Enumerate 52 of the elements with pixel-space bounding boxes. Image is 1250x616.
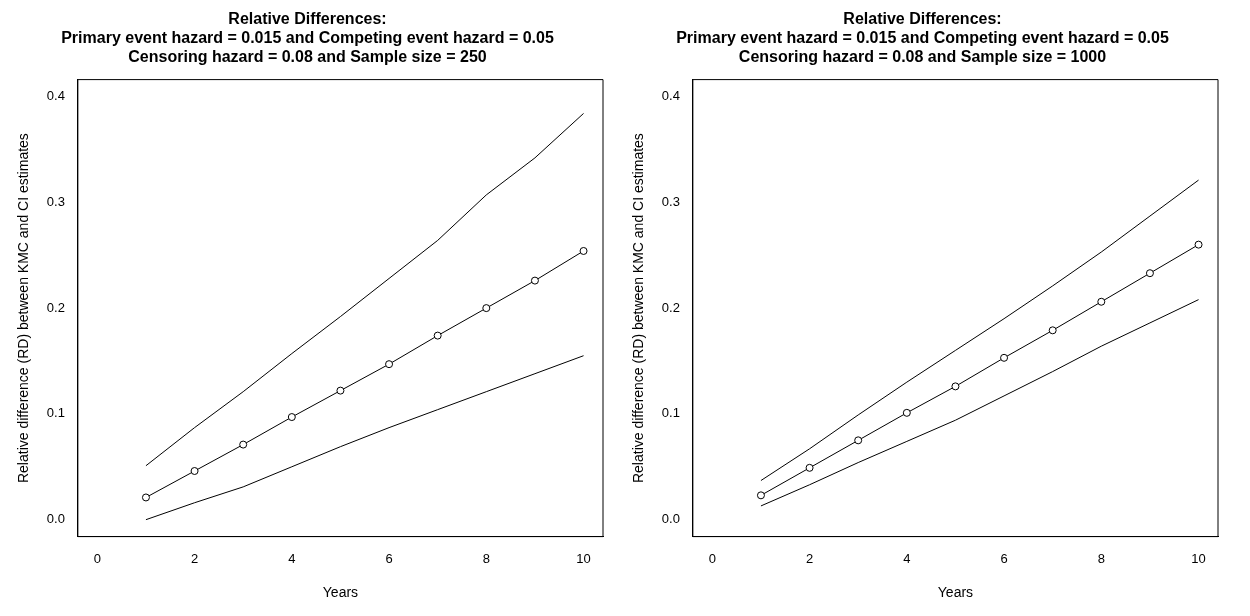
- y-tick-label: 0.1: [46, 405, 65, 421]
- y-tick-label: 0.0: [661, 511, 680, 527]
- y-tick-label: 0.4: [661, 88, 680, 104]
- point: [287, 413, 296, 422]
- point: [239, 440, 248, 449]
- y-tick-label: 0.2: [661, 299, 680, 315]
- point: [141, 493, 150, 502]
- point: [530, 276, 539, 285]
- y-tick-label: 0.0: [46, 511, 65, 527]
- text: Primary event hazard = 0.015 and Competing event hazard = 0.05: [61, 29, 554, 47]
- x-tick-label: 8: [482, 550, 490, 566]
- x-tick-label: 2: [190, 550, 199, 566]
- point: [1048, 326, 1057, 335]
- y-tick-label: 0.1: [661, 405, 680, 421]
- point: [385, 360, 394, 369]
- x-tick-label: 10: [576, 550, 591, 566]
- text: Relative Differences:: [228, 10, 387, 28]
- point: [482, 304, 491, 313]
- point: [756, 491, 765, 500]
- y-tick-label: 0.2: [46, 299, 65, 315]
- x-tick-label: 6: [385, 550, 393, 566]
- point: [902, 408, 911, 417]
- y-tick-label: 0.3: [661, 193, 680, 209]
- y-tick-label: 0.4: [46, 88, 65, 104]
- x-axis-title: Years: [937, 584, 974, 601]
- text: Relative Differences:: [843, 10, 1002, 28]
- x-tick-label: 0: [93, 550, 101, 566]
- y-tick-label: 0.3: [46, 193, 65, 209]
- x-tick-label: 8: [1097, 550, 1105, 566]
- point: [190, 467, 199, 476]
- point: [1194, 240, 1203, 249]
- x-tick-label: 10: [1191, 550, 1206, 566]
- x-tick-label: 0: [708, 550, 716, 566]
- y-axis-title: Relative difference (RD) between KMC and CI estimates: [15, 133, 32, 484]
- point: [1145, 269, 1154, 278]
- text: Primary event hazard = 0.015 and Competing event hazard = 0.05: [676, 29, 1169, 47]
- text: Censoring hazard = 0.08 and Sample size = 1000: [738, 48, 1107, 66]
- x-tick-label: 4: [903, 550, 911, 566]
- point: [433, 331, 442, 340]
- x-tick-label: 2: [805, 550, 814, 566]
- point: [336, 386, 345, 395]
- point: [1097, 297, 1106, 306]
- y-axis-title: Relative difference (RD) between KMC and CI estimates: [630, 133, 647, 484]
- point: [1000, 353, 1009, 362]
- text: Censoring hazard = 0.08 and Sample size = 250: [128, 48, 487, 66]
- x-axis-title: Years: [322, 584, 359, 601]
- x-tick-label: 6: [1000, 550, 1008, 566]
- point: [854, 436, 863, 445]
- point: [579, 246, 588, 255]
- x-tick-label: 4: [288, 550, 296, 566]
- point: [805, 463, 814, 472]
- point: [951, 382, 960, 391]
